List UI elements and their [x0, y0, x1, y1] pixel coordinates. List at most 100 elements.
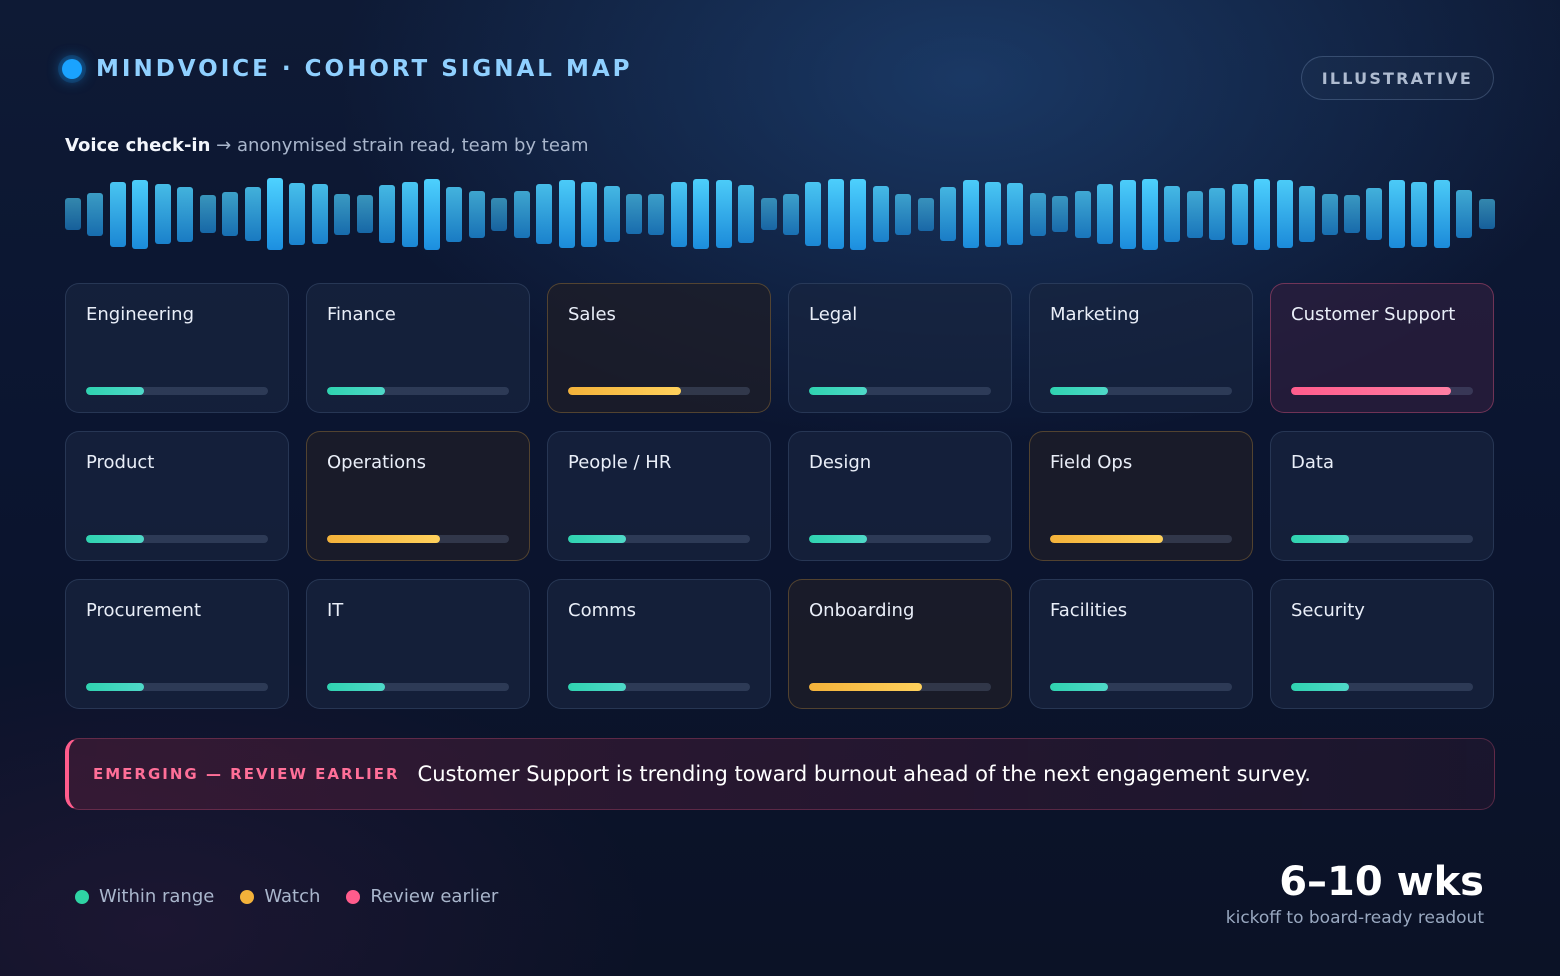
strain-meter — [327, 683, 509, 691]
waveform-bar — [222, 192, 239, 236]
strain-meter — [1050, 535, 1232, 543]
waveform-bar — [738, 185, 755, 243]
illustrative-badge: ILLUSTRATIVE — [1300, 56, 1494, 100]
team-card[interactable]: Sales — [547, 283, 771, 413]
strain-meter — [568, 683, 750, 691]
strain-meter-fill — [86, 535, 145, 543]
waveform-bar — [805, 182, 822, 246]
strain-meter — [1050, 683, 1232, 691]
strain-meter — [86, 535, 268, 543]
strain-meter-fill — [1291, 387, 1452, 395]
waveform-bar — [783, 193, 799, 235]
team-name: Comms — [568, 600, 637, 621]
waveform-bar — [648, 193, 665, 235]
waveform-bar — [334, 193, 351, 235]
strain-meter-fill — [1291, 683, 1350, 691]
waveform-bar — [154, 184, 171, 244]
team-name: Engineering — [86, 304, 194, 325]
waveform-bar — [1052, 196, 1069, 232]
waveform-bar — [446, 186, 463, 242]
timeline-stat: 6–10 wks kickoff to board-ready readout — [1226, 860, 1484, 928]
alert-tag: EMERGING — REVIEW EARLIER — [93, 765, 400, 783]
team-name: Field Ops — [1050, 452, 1133, 473]
waveform-bar — [1231, 183, 1248, 245]
waveform-bar — [424, 178, 440, 250]
team-card[interactable]: Field Ops — [1029, 431, 1253, 561]
strain-meter — [809, 387, 991, 395]
strain-meter-fill — [327, 387, 386, 395]
team-card[interactable]: Procurement — [65, 579, 289, 709]
team-card[interactable]: Operations — [306, 431, 530, 561]
team-name: Legal — [809, 304, 858, 325]
waveform-bar — [356, 195, 373, 233]
waveform-bar — [603, 186, 620, 242]
strain-meter — [1291, 387, 1473, 395]
legend-item-within-range: Within range — [75, 886, 214, 907]
team-card[interactable]: Design — [788, 431, 1012, 561]
team-card[interactable]: Comms — [547, 579, 771, 709]
waveform-bar — [1321, 193, 1338, 235]
waveform-bar — [670, 181, 687, 247]
legend-label: Watch — [264, 886, 321, 907]
waveform-bar — [177, 186, 194, 242]
waveform-bar — [850, 178, 867, 250]
subtitle-strong: Voice check-in — [65, 135, 211, 156]
team-name: Onboarding — [809, 600, 915, 621]
waveform-bar — [132, 179, 149, 249]
team-name: Finance — [327, 304, 396, 325]
waveform-bar — [1388, 180, 1405, 248]
team-card[interactable]: Product — [65, 431, 289, 561]
team-card[interactable]: Facilities — [1029, 579, 1253, 709]
strain-meter-fill — [1050, 535, 1163, 543]
waveform-bar — [558, 180, 575, 248]
waveform-bar — [468, 190, 485, 238]
waveform-bar — [625, 194, 642, 234]
waveform-bar — [1119, 179, 1136, 249]
strain-meter-fill — [327, 683, 386, 691]
waveform-bar — [1142, 178, 1158, 250]
team-card[interactable]: Security — [1270, 579, 1494, 709]
waveform-bar — [1164, 186, 1181, 242]
legend-dot-icon — [346, 889, 361, 904]
team-card[interactable]: IT — [306, 579, 530, 709]
waveform-bar — [513, 190, 530, 238]
subtitle: Voice check-in → anonymised strain read,… — [65, 135, 588, 156]
team-name: Security — [1291, 600, 1365, 621]
strain-meter — [1050, 387, 1232, 395]
strain-meter-fill — [809, 387, 868, 395]
team-card[interactable]: Marketing — [1029, 283, 1253, 413]
team-name: Procurement — [86, 600, 202, 621]
waveform-bar — [244, 187, 261, 241]
strain-meter — [86, 387, 268, 395]
waveform-bar — [1299, 186, 1316, 242]
stat-value: 6–10 wks — [1279, 859, 1484, 905]
waveform-bar — [962, 180, 979, 248]
waveform-bar — [87, 192, 104, 236]
subtitle-detail: → anonymised strain read, team by team — [210, 135, 589, 156]
waveform-bar — [693, 179, 710, 249]
team-card[interactable]: Customer Support — [1270, 283, 1494, 413]
team-name: Sales — [568, 304, 616, 325]
team-card[interactable]: Legal — [788, 283, 1012, 413]
waveform-bar — [1007, 183, 1024, 245]
waveform-bar — [1186, 190, 1203, 238]
legend-label: Within range — [99, 886, 215, 907]
strain-meter — [809, 683, 991, 691]
alert-banner: EMERGING — REVIEW EARLIER Customer Suppo… — [65, 738, 1495, 810]
team-card[interactable]: People / HR — [547, 431, 771, 561]
team-card[interactable]: Onboarding — [788, 579, 1012, 709]
waveform-bar — [491, 197, 508, 231]
waveform-bar — [199, 195, 216, 233]
waveform-bar — [1433, 180, 1450, 248]
team-card[interactable]: Data — [1270, 431, 1494, 561]
waveform-bar — [379, 185, 396, 243]
team-card[interactable]: Finance — [306, 283, 530, 413]
waveform-bar — [1456, 190, 1473, 238]
waveform-bar — [311, 184, 328, 244]
waveform-bar — [1411, 181, 1428, 247]
waveform-bar — [1254, 178, 1271, 250]
strain-meter-fill — [86, 387, 145, 395]
team-name: Design — [809, 452, 872, 473]
strain-meter — [86, 683, 268, 691]
team-card[interactable]: Engineering — [65, 283, 289, 413]
